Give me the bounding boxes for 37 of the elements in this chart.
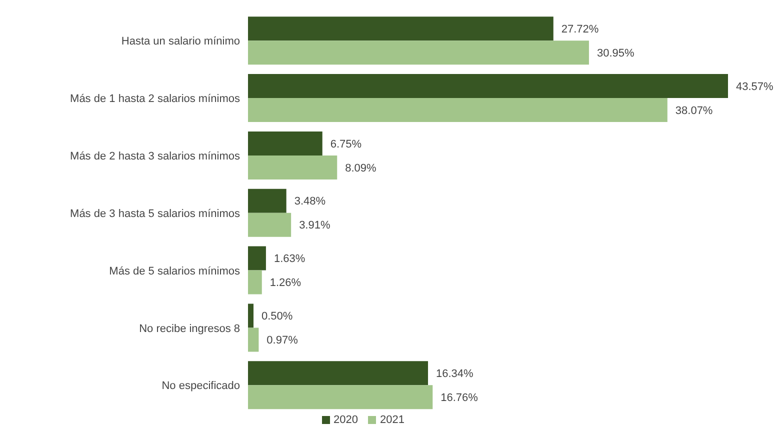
data-label: 38.07% (675, 104, 713, 117)
legend-label: 2020 (334, 414, 358, 426)
data-label: 43.57% (736, 80, 774, 93)
bar (248, 385, 433, 410)
data-label: 27.72% (561, 23, 599, 36)
y-tick-label: Más de 5 salarios mínimos (109, 265, 240, 278)
bar (248, 131, 322, 156)
data-label: 16.34% (436, 368, 474, 380)
data-label: 30.95% (596, 47, 634, 60)
bar (248, 246, 266, 270)
data-label: 0.50% (262, 310, 293, 323)
bar (248, 155, 338, 180)
y-tick-label: Más de 2 hasta 3 salarios mínimos (70, 150, 240, 162)
data-label: 8.09% (345, 162, 377, 174)
y-tick-label: No especificado (162, 380, 240, 392)
y-tick-label: Más de 3 hasta 5 salarios mínimos (70, 208, 240, 220)
legend-label: 2021 (380, 414, 404, 426)
data-label: 3.91% (299, 220, 330, 232)
bar (248, 40, 589, 65)
bar (248, 98, 668, 122)
bar (248, 74, 728, 98)
data-label: 16.76% (440, 392, 478, 404)
data-label: 1.26% (270, 277, 302, 290)
bar (248, 328, 259, 352)
bar (248, 361, 428, 386)
bar (248, 270, 262, 294)
data-label: 0.97% (266, 334, 298, 347)
data-label: 3.48% (294, 196, 326, 208)
data-label: 6.75% (330, 138, 362, 150)
bar (248, 16, 554, 41)
bar (248, 212, 292, 237)
bar (248, 188, 286, 213)
y-tick-label: Más de 1 hasta 2 salarios mínimos (70, 93, 240, 106)
y-tick-label: Hasta un salario mínimo (121, 36, 240, 48)
y-tick-label: No recibe ingresos 8 (139, 322, 240, 335)
bar (248, 304, 254, 328)
data-label: 1.63% (274, 253, 306, 266)
